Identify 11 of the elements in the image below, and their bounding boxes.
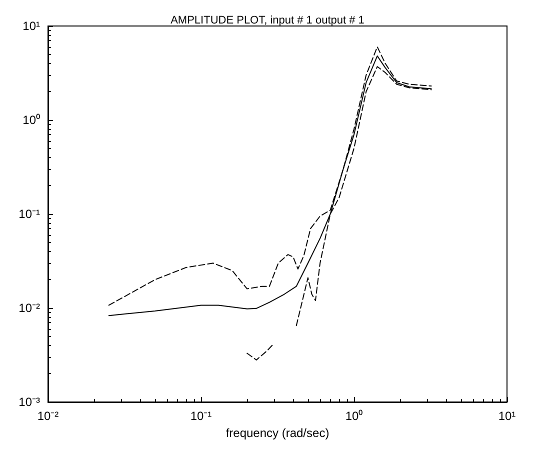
x-tick-label: 10⁻²: [37, 409, 59, 423]
y-tick-label: 10⁻²: [18, 301, 40, 315]
y-tick-label: 10⁰: [22, 113, 40, 127]
chart-title: AMPLITUDE PLOT, input # 1 output # 1: [170, 14, 364, 26]
y-tick-label: 10⁻¹: [18, 207, 40, 221]
x-tick-label: 10⁰: [345, 409, 363, 423]
y-tick-label: 10⁻³: [18, 395, 40, 409]
y-tick-label: 10¹: [22, 19, 40, 33]
x-axis-title: frequency (rad/sec): [226, 426, 330, 440]
x-tick-label: 10⁻¹: [190, 409, 212, 423]
x-tick-label: 10¹: [498, 409, 516, 423]
